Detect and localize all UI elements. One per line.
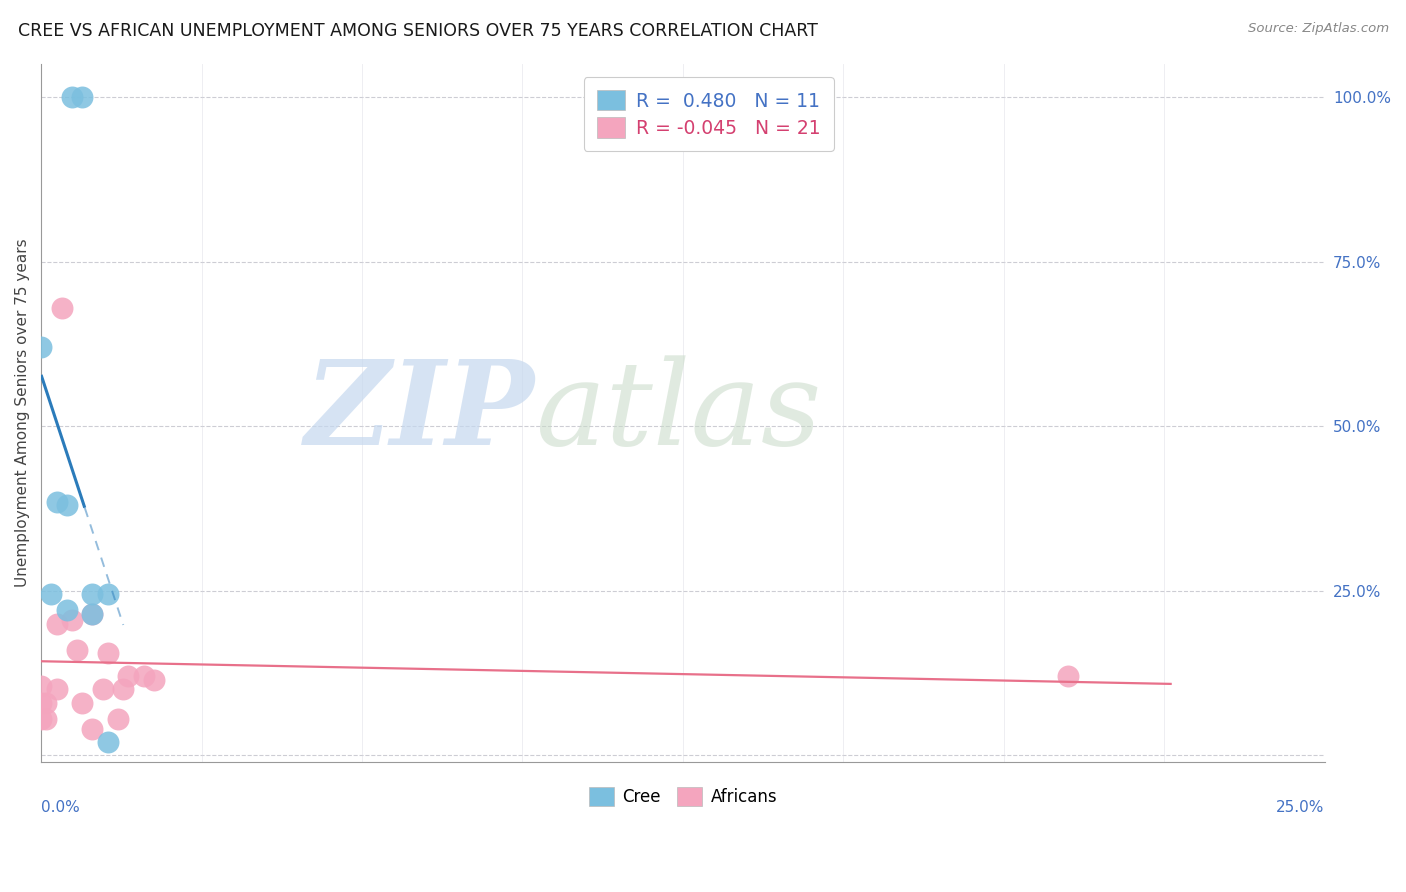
Y-axis label: Unemployment Among Seniors over 75 years: Unemployment Among Seniors over 75 years xyxy=(15,238,30,587)
Point xyxy=(117,669,139,683)
Point xyxy=(82,587,104,601)
Point xyxy=(51,301,73,315)
Legend: Cree, Africans: Cree, Africans xyxy=(582,780,783,813)
Point xyxy=(70,90,93,104)
Point xyxy=(55,603,77,617)
Text: Source: ZipAtlas.com: Source: ZipAtlas.com xyxy=(1249,22,1389,36)
Point xyxy=(45,495,67,509)
Point xyxy=(97,735,120,749)
Text: 0.0%: 0.0% xyxy=(41,800,80,815)
Point xyxy=(41,587,63,601)
Point xyxy=(45,616,67,631)
Text: atlas: atlas xyxy=(536,356,821,470)
Point xyxy=(30,340,52,354)
Point xyxy=(60,613,83,627)
Point xyxy=(35,712,58,726)
Point xyxy=(112,682,135,697)
Text: ZIP: ZIP xyxy=(305,355,536,470)
Text: CREE VS AFRICAN UNEMPLOYMENT AMONG SENIORS OVER 75 YEARS CORRELATION CHART: CREE VS AFRICAN UNEMPLOYMENT AMONG SENIO… xyxy=(18,22,818,40)
Text: 25.0%: 25.0% xyxy=(1277,800,1324,815)
Point xyxy=(30,679,52,693)
Point xyxy=(55,498,77,512)
Point xyxy=(132,669,155,683)
Point xyxy=(97,646,120,660)
Point xyxy=(45,682,67,697)
Point xyxy=(70,696,93,710)
Point xyxy=(97,587,120,601)
Point xyxy=(143,673,166,687)
Point xyxy=(1057,669,1080,683)
Point xyxy=(82,607,104,621)
Point xyxy=(35,696,58,710)
Point xyxy=(82,722,104,736)
Point xyxy=(60,90,83,104)
Point xyxy=(66,643,89,657)
Point xyxy=(107,712,129,726)
Point xyxy=(30,712,52,726)
Point xyxy=(82,607,104,621)
Point xyxy=(91,682,114,697)
Point xyxy=(30,696,52,710)
